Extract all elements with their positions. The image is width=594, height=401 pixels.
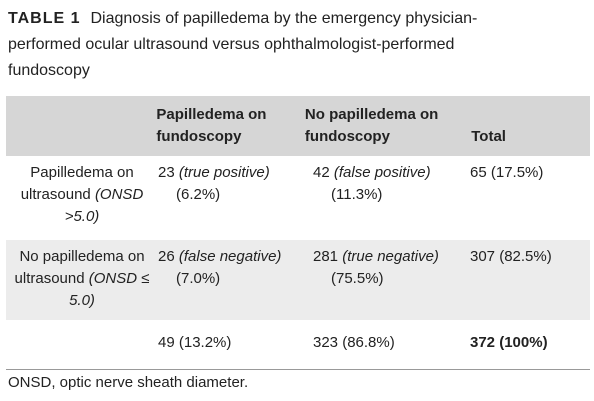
row-label-text: Papilledema on ultrasound — [20, 164, 134, 203]
data-cell: 307 (82.5%) — [470, 246, 590, 320]
row-label: No papilledema on ultrasound (ONSD ≤ 5.0… — [6, 246, 158, 320]
data-cell: 65 (17.5%) — [470, 162, 590, 236]
percent: (11.3%) — [331, 186, 383, 203]
count: 281 — [313, 248, 339, 265]
table-row: Papilledema on ultrasound (ONSD >5.0) 23 … — [6, 156, 590, 236]
data-cell: 281 (true negative) (75.5%) — [308, 246, 470, 320]
cell-note: (true negative) — [342, 248, 439, 265]
count: 65 — [470, 164, 487, 181]
cell-note: (false negative) — [178, 248, 282, 265]
data-cell: 23 (true positive) (6.2%) — [158, 162, 308, 236]
count: 23 — [158, 164, 175, 181]
percent: (6.2%) — [176, 186, 221, 203]
caption-text: Diagnosis of papilledema by the emergenc… — [8, 10, 478, 79]
percent: (100%) — [499, 334, 548, 351]
caption-label: TABLE 1 — [8, 10, 81, 27]
percent: (13.2%) — [178, 334, 232, 351]
table: Papilledema on fundoscopy No papilledema… — [6, 96, 590, 370]
percent: (86.8%) — [342, 334, 395, 351]
data-cell: 323 (86.8%) — [308, 332, 470, 369]
table-row: 49 (13.2%) 323 (86.8%) 372 (100%) — [6, 324, 590, 370]
row-criterion: (ONSD ≤ 5.0) — [69, 270, 150, 309]
caption: TABLE 1 Diagnosis of papilledema by the e… — [8, 6, 528, 84]
cell-note: (false positive) — [333, 164, 431, 181]
footnote: ONSD, optic nerve sheath diameter. — [8, 374, 249, 391]
row-label-text: No papilledema on ultrasound — [14, 248, 145, 287]
data-cell: 26 (false negative) (7.0%) — [158, 246, 308, 320]
percent: (82.5%) — [499, 248, 552, 265]
header-row: Papilledema on fundoscopy No papilledema… — [6, 96, 590, 156]
percent: (75.5%) — [331, 270, 384, 287]
data-cell: 372 (100%) — [470, 332, 590, 369]
count: 307 — [470, 248, 496, 265]
table-row: No papilledema on ultrasound (ONSD ≤ 5.0… — [6, 240, 590, 320]
count: 26 — [158, 248, 175, 265]
percent: (7.0%) — [176, 270, 221, 287]
bold-total: 372 (100%) — [470, 334, 548, 351]
data-cell: 42 (false positive) (11.3%) — [308, 162, 470, 236]
data-cell: 49 (13.2%) — [158, 332, 308, 369]
header-cell: No papilledema on fundoscopy — [304, 106, 439, 145]
count: 49 — [158, 334, 175, 351]
header-cell: Total — [471, 128, 506, 145]
count: 42 — [313, 164, 330, 181]
row-label — [6, 332, 158, 369]
cell-note: (true positive) — [178, 164, 270, 181]
percent: (17.5%) — [490, 164, 544, 181]
count: 323 — [313, 334, 339, 351]
row-label: Papilledema on ultrasound (ONSD >5.0) — [6, 162, 158, 236]
row-criterion: (ONSD >5.0) — [64, 186, 144, 225]
count: 372 — [470, 334, 496, 351]
header-cell: Papilledema on fundoscopy — [156, 106, 267, 145]
